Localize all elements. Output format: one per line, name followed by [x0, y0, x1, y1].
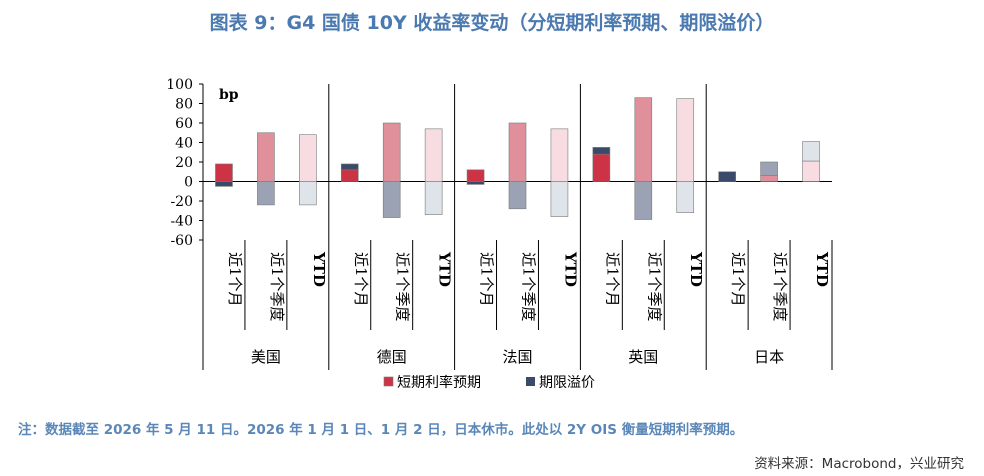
chart-title: 图表 9：G4 国债 10Y 收益率变动（分短期利率预期、期限溢价） — [209, 12, 775, 34]
bar-term-premium — [634, 181, 653, 220]
period-label: 近1个月 — [352, 252, 370, 307]
group-label: 法国 — [502, 348, 532, 366]
period-label: YTD — [687, 251, 705, 287]
legend: 短期利率预期 期限溢价 — [383, 374, 595, 391]
bar-term-premium — [802, 141, 820, 162]
y-tick-label: 40 — [175, 136, 193, 152]
bar-term-premium — [299, 181, 317, 206]
bar-term-premium — [676, 181, 695, 214]
bar-rate-expectation — [802, 160, 820, 182]
bar-term-premium — [257, 181, 275, 206]
period-label: YTD — [813, 251, 831, 287]
period-label: 近1个季度 — [771, 252, 789, 322]
period-label: 近1个月 — [729, 252, 747, 307]
period-label: 近1个季度 — [268, 252, 286, 322]
legend-swatch-rate — [383, 376, 394, 387]
period-label: 近1个月 — [226, 252, 244, 307]
bar-term-premium — [466, 181, 485, 185]
bar-term-premium — [592, 147, 611, 155]
y-tick-label: 0 — [184, 175, 193, 191]
bar-term-premium — [424, 181, 443, 215]
y-tick-label: -40 — [170, 214, 193, 230]
bar-term-premium — [215, 181, 233, 187]
bar-term-premium — [760, 161, 778, 176]
y-tick-label: -60 — [170, 233, 193, 249]
bar-term-premium — [340, 163, 359, 171]
bar-rate-expectation — [676, 98, 695, 182]
legend-label-rate: 短期利率预期 — [397, 374, 481, 391]
period-label: 近1个季度 — [394, 252, 412, 322]
legend-swatch-term — [526, 377, 535, 386]
source-text: 资料来源：Macrobond，兴业研究 — [754, 456, 964, 472]
period-label: 近1个季度 — [645, 252, 663, 322]
bars-layer — [215, 97, 820, 220]
y-tick-label: 20 — [175, 155, 193, 171]
period-label: YTD — [436, 251, 454, 287]
bar-rate-expectation — [299, 134, 317, 182]
unit-label: bp — [219, 87, 239, 103]
y-tick-label: 80 — [175, 97, 193, 113]
period-label: 近1个月 — [478, 252, 496, 307]
period-label: YTD — [310, 251, 328, 287]
labels-layer: 100 80 60 40 20 0 -20 -40 -60 bp 近1个月 近1个季度 YTD 美国 近1个… — [166, 77, 831, 366]
bar-rate-expectation — [508, 122, 527, 182]
bar-rate-expectation — [466, 169, 485, 182]
bar-rate-expectation — [550, 128, 569, 182]
period-label: 近1个季度 — [520, 252, 538, 322]
y-tick-label: 100 — [166, 77, 193, 93]
bar-rate-expectation — [760, 175, 778, 182]
period-label: 近1个月 — [603, 252, 621, 307]
period-label: YTD — [561, 251, 579, 287]
bar-term-premium — [550, 181, 569, 217]
bar-rate-expectation — [340, 169, 359, 182]
group-label: 日本 — [754, 348, 784, 366]
y-tick-label: 60 — [175, 116, 193, 132]
legend-label-term: 期限溢价 — [539, 375, 595, 391]
bar-rate-expectation — [215, 163, 233, 182]
group-label: 德国 — [377, 348, 407, 366]
footnote: 注：数据截至 2026 年 5 月 11 日。2026 年 1 月 1 日、1 … — [18, 422, 744, 438]
bar-term-premium — [508, 181, 527, 210]
bar-term-premium — [718, 171, 736, 182]
bar-rate-expectation — [382, 122, 401, 182]
y-tick-label: -20 — [170, 194, 193, 210]
bar-term-premium — [382, 181, 401, 218]
bar-rate-expectation — [257, 132, 275, 182]
group-label: 美国 — [251, 348, 281, 366]
bar-rate-expectation — [424, 128, 443, 182]
group-label: 英国 — [628, 348, 658, 366]
bar-rate-expectation — [634, 97, 653, 182]
bar-rate-expectation — [592, 153, 611, 182]
